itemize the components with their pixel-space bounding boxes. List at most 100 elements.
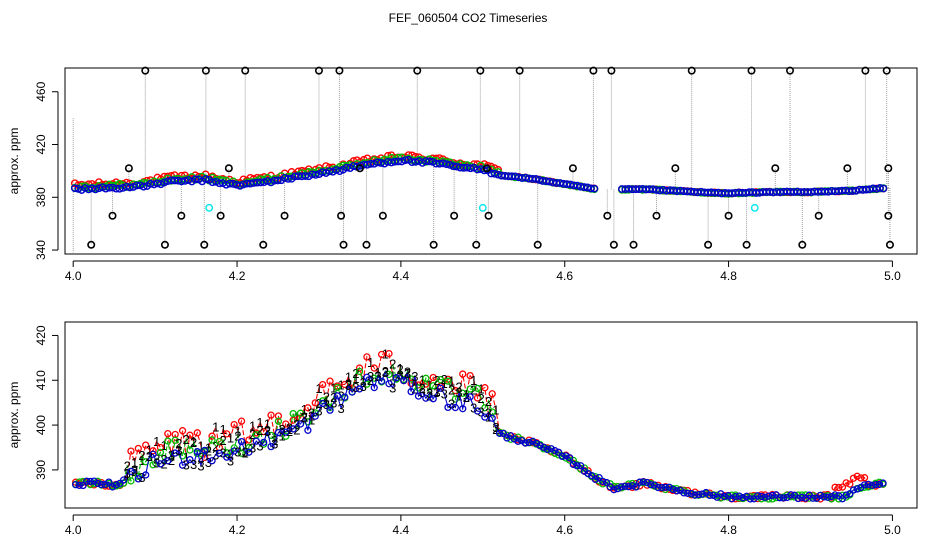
bottom-series-1-point <box>311 399 319 407</box>
top-outlier-point <box>241 66 250 75</box>
top-blue-point <box>531 175 540 183</box>
bottom-series-3-point <box>90 477 98 485</box>
bottom-series-2-label: 2 <box>360 375 367 390</box>
bottom-y-axis: 390 400 410 420 <box>34 325 59 480</box>
bottom-series-3-point <box>252 437 260 445</box>
bottom-series-1-label: 1 <box>389 368 396 383</box>
bottom-series-3-point <box>72 481 80 489</box>
bottom-series-2-point <box>562 454 570 462</box>
bottom-series-3-point <box>86 477 95 486</box>
top-blue-point <box>490 169 499 178</box>
bottom-series-3-point <box>529 437 537 445</box>
bottom-series-3-point <box>318 399 327 408</box>
bottom-series-3-point <box>683 489 692 498</box>
bottom-y-tick-label: 400 <box>34 415 48 435</box>
bottom-series-3-point <box>691 491 699 499</box>
bottom-series-3-point <box>636 478 644 486</box>
bottom-series-3-label: 3 <box>146 449 153 464</box>
bottom-x-axis: 4.0 4.2 4.4 4.6 4.8 5.0 <box>65 514 901 537</box>
bottom-series-3-point <box>735 492 743 500</box>
bottom-series-1-label: 1 <box>330 380 337 395</box>
bottom-series-3-point <box>459 405 467 413</box>
bottom-series-2-label: 2 <box>426 388 433 403</box>
top-outlier-point <box>515 66 524 75</box>
bottom-series-3-point <box>739 494 747 502</box>
bottom-series-1-label: 1 <box>168 449 175 464</box>
bottom-series-3-point <box>647 481 655 489</box>
top-outlier-point <box>704 240 713 249</box>
bottom-series-3-point <box>665 483 673 491</box>
bottom-series-1-point <box>186 431 194 439</box>
bottom-series-2-label: 2 <box>256 423 263 438</box>
bottom-series-1-point <box>230 420 238 429</box>
bottom-series-3-point <box>624 483 633 491</box>
bottom-series-3-label: 3 <box>264 424 271 439</box>
bottom-series-3-point <box>757 492 765 501</box>
bottom-series-3-point <box>514 437 522 445</box>
bottom-series-3-label: 3 <box>183 457 190 472</box>
top-outlier-point <box>337 211 346 220</box>
bottom-series-2-label: 2 <box>308 409 315 424</box>
bottom-series-2-label: 2 <box>286 424 293 439</box>
top-outlier-point <box>884 164 893 173</box>
top-cyan-point <box>478 203 487 212</box>
bottom-series-1-point <box>237 417 246 425</box>
bottom-series-3-label: 3 <box>278 422 285 437</box>
bottom-series-3-point <box>171 449 179 457</box>
bottom-series-2-point <box>237 449 246 457</box>
bottom-series-2-point <box>296 409 305 417</box>
top-blue-point <box>91 185 100 194</box>
top-x-tick-label: 4.6 <box>556 269 573 283</box>
bottom-series-3-label: 3 <box>315 404 322 419</box>
top-blue-point <box>301 172 310 180</box>
bottom-series-3-point <box>119 476 128 484</box>
top-blue-point <box>284 175 293 183</box>
top-outlier-point <box>882 66 891 75</box>
bottom-series-3-point <box>562 452 570 460</box>
bottom-series-1-point <box>853 472 861 480</box>
bottom-series-3-point <box>554 448 563 456</box>
bottom-series-2-point <box>355 367 364 376</box>
top-y-tick-label: 420 <box>34 134 48 154</box>
bottom-series-3-label: 3 <box>382 365 389 380</box>
bottom-series-3-label: 3 <box>271 437 278 452</box>
bottom-series-1-label: 1 <box>419 373 426 388</box>
top-outlier-point <box>671 164 680 173</box>
bottom-series-3-point <box>853 485 861 493</box>
bottom-series-1-point <box>377 350 386 359</box>
bottom-series-3-point <box>245 448 253 456</box>
bottom-series-3-label: 3 <box>190 457 197 472</box>
bottom-series-3-point <box>201 446 209 455</box>
bottom-series-3-label: 3 <box>360 379 367 394</box>
bottom-series-3-point <box>370 383 378 392</box>
top-outlier-point <box>87 240 96 249</box>
bottom-series-3-point <box>628 482 636 490</box>
bottom-y-tick-label: 390 <box>34 460 48 480</box>
bottom-x-tick-label: 4.6 <box>556 523 573 537</box>
bottom-series-1-point <box>363 353 371 361</box>
top-outlier-point <box>885 240 894 249</box>
bottom-series-1-point <box>318 380 327 389</box>
bottom-series-2-label: 2 <box>212 439 219 454</box>
bottom-x-tick-label: 4.2 <box>229 523 246 537</box>
bottom-series-2-point <box>672 484 681 493</box>
bottom-series-3-point <box>230 447 238 455</box>
bottom-series-2-point <box>171 436 179 444</box>
top-outlier-point <box>429 240 438 249</box>
bottom-series-3-point <box>521 439 530 447</box>
bottom-series-3-point <box>558 452 566 461</box>
top-x-axis: 4.0 4.2 4.4 4.6 4.8 5.0 <box>65 260 901 283</box>
bottom-series-1-point <box>846 480 854 488</box>
bottom-series-3-label: 3 <box>131 462 138 477</box>
bottom-series-3-label: 3 <box>492 420 499 435</box>
bottom-series-1-label: 1 <box>131 455 138 470</box>
bottom-series-3-point <box>632 483 640 491</box>
bottom-series-3-point <box>451 403 460 412</box>
top-x-tick-label: 5.0 <box>884 269 901 283</box>
bottom-series-3-point <box>864 480 872 489</box>
bottom-series-3-point <box>543 445 552 454</box>
top-outlier-point <box>484 211 493 220</box>
bottom-series-3-point <box>728 494 736 503</box>
top-outlier-point <box>472 240 481 249</box>
top-outlier-point <box>124 164 133 173</box>
